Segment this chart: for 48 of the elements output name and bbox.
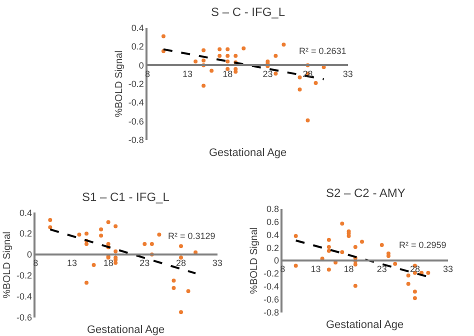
chart-title: S – C - IFG_L xyxy=(211,5,286,19)
x-tick-label: 33 xyxy=(212,258,222,268)
y-tick-label: -0.2 xyxy=(16,270,32,281)
x-tick-label: 18 xyxy=(103,258,114,268)
y-tick-label: -0.2 xyxy=(264,268,280,279)
y-axis-title: %BOLD Signal xyxy=(2,232,14,298)
y-tick-label: -0.8 xyxy=(128,135,144,146)
y-tick-label: -0.8 xyxy=(264,308,280,318)
x-tick-label: 13 xyxy=(182,68,193,79)
x-tick-label: 18 xyxy=(344,264,354,274)
x-tick-label: 23 xyxy=(376,264,387,274)
y-tick-label: 0.4 xyxy=(266,230,280,240)
x-tick-label: 23 xyxy=(262,68,273,79)
y-tick-label: 0.4 xyxy=(20,208,32,218)
y-tick-label: 0.6 xyxy=(266,216,280,227)
y-axis-title: %BOLD Signal xyxy=(114,50,125,118)
annotation: R² = 0.3129 xyxy=(168,231,216,241)
x-axis-title: Gestational Age xyxy=(87,324,165,336)
y-tick-label: 0.4 xyxy=(131,22,144,33)
y-tick-label: -0.4 xyxy=(128,98,144,108)
x-axis-title: Gestational Age xyxy=(326,319,404,331)
y-tick-label: -0.6 xyxy=(264,294,280,305)
y-tick-label: 0.2 xyxy=(266,242,280,253)
y-tick-label: -0.2 xyxy=(128,79,144,90)
y-axis-title: %BOLD Signal xyxy=(249,227,260,294)
y-tick-label: 0 xyxy=(27,250,32,260)
x-tick-label: 33 xyxy=(342,68,353,79)
x-tick-label: 28 xyxy=(176,258,186,268)
y-tick-label: 0.8 xyxy=(266,204,280,214)
y-tick-label: 0 xyxy=(138,60,144,70)
y-tick-label: -0.6 xyxy=(16,312,32,322)
y-tick-label: -0.6 xyxy=(128,116,144,126)
annotation: R² = 0.2959 xyxy=(399,240,446,250)
x-tick-label: 13 xyxy=(66,258,77,268)
y-tick-label: 0.2 xyxy=(20,228,32,239)
chart-title: S1 – C1 - IFG_L xyxy=(82,190,170,204)
x-axis-title: Gestational Age xyxy=(209,147,287,159)
x-tick-label: 33 xyxy=(443,264,454,274)
y-tick-label: 0.2 xyxy=(131,42,144,52)
y-tick-label: -0.4 xyxy=(264,282,280,292)
y-tick-label: -0.4 xyxy=(16,292,32,302)
y-tick-label: 0 xyxy=(274,256,280,266)
x-tick-label: 28 xyxy=(410,264,420,274)
x-tick-label: 23 xyxy=(140,258,150,268)
chart-title: S2 – C2 - AMY xyxy=(326,186,406,200)
x-tick-label: 18 xyxy=(222,68,233,79)
annotation: R² = 0.2631 xyxy=(299,46,346,56)
x-tick-label: 13 xyxy=(310,264,321,274)
